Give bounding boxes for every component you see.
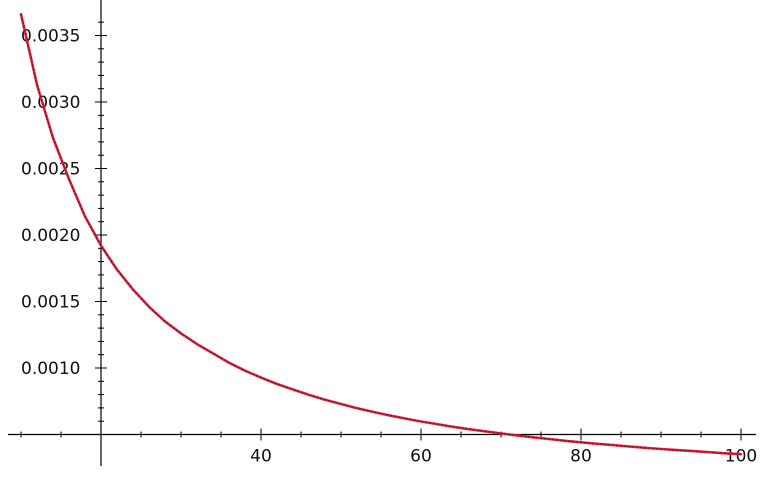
tick-labels-layer: 40 60 80 100 0.0010 0.0015 0.0020 0.0025 0.0030 0… [21,27,757,467]
series-layer [19,12,743,456]
x-tick-label: 40 [250,447,272,467]
y-tick-label: 0.0015 [21,293,80,313]
ticks-layer [20,21,742,441]
x-tick-label: 100 [725,447,757,467]
y-tick-label: 0.0020 [21,226,80,246]
series-line [19,12,743,456]
y-tick-label: 0.0035 [21,27,80,47]
y-tick-label: 0.0030 [21,93,80,113]
x-tick-label: 60 [410,447,432,467]
series-line-dots [20,13,742,455]
x-tick-label: 80 [570,447,592,467]
y-tick-label: 0.0025 [21,160,80,180]
y-tick-label: 0.0010 [21,359,80,379]
axes-layer [8,0,756,466]
